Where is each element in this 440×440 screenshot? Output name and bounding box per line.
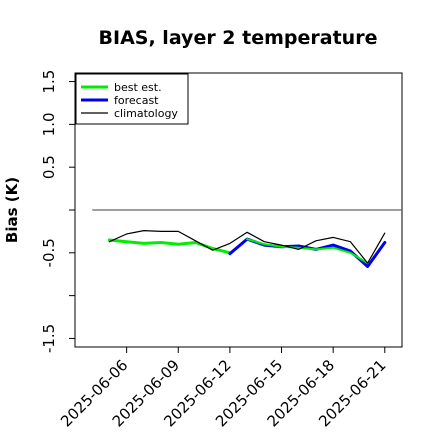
legend-label: forecast xyxy=(114,94,159,107)
y-axis: -1.5 -0.5 0.5 1.0 1.5 xyxy=(40,70,75,353)
legend-label: climatology xyxy=(114,107,178,120)
series-layer xyxy=(107,230,387,268)
y-axis-label: Bias (K) xyxy=(3,177,21,243)
series-line-best-est-overlay xyxy=(246,238,369,265)
chart-title: BIAS, layer 2 temperature xyxy=(99,27,378,49)
series-line-forecast xyxy=(228,237,387,268)
y-tick-label: -0.5 xyxy=(40,238,58,267)
y-tick-label: 0.5 xyxy=(40,155,58,179)
series-line-climatology xyxy=(108,230,386,264)
y-tick-label: 1.0 xyxy=(40,112,58,136)
legend-label: best est. xyxy=(114,81,162,94)
x-axis: 2025-06-062025-06-092025-06-122025-06-15… xyxy=(57,347,390,430)
series-line-best-est xyxy=(107,238,232,255)
y-tick-label: 1.5 xyxy=(40,70,58,94)
y-tick-label: -1.5 xyxy=(40,324,58,353)
